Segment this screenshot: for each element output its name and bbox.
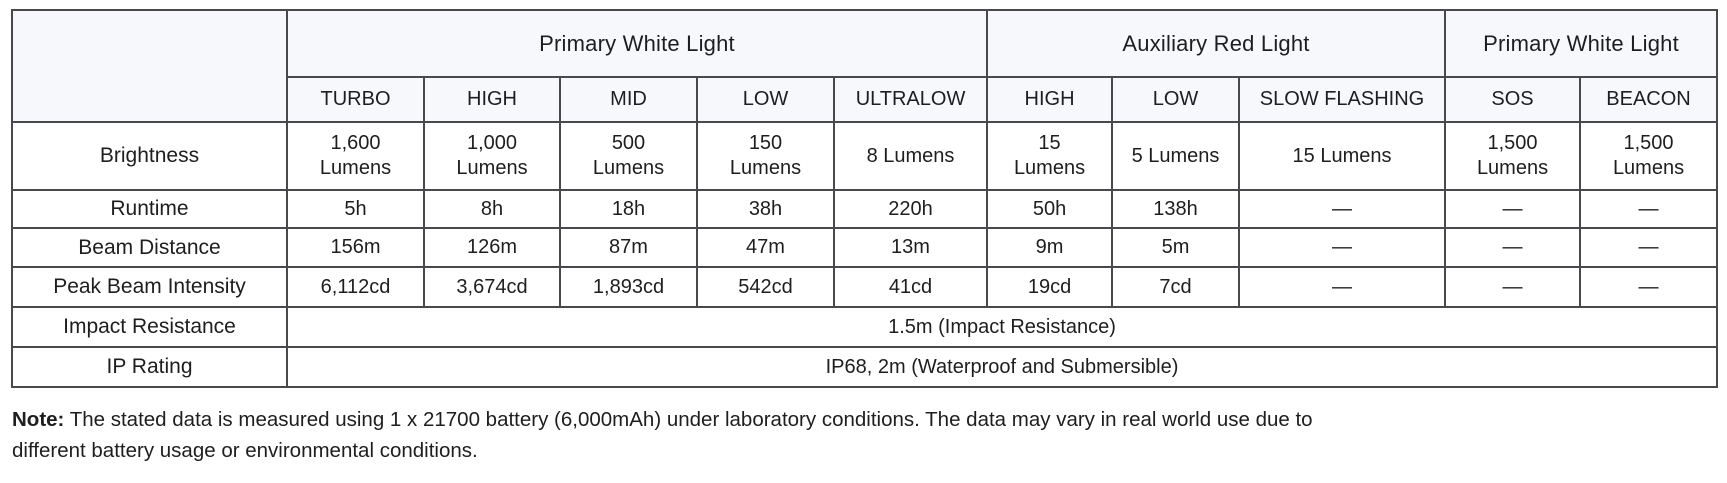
impact-resistance-row: Impact Resistance 1.5m (Impact Resistanc… [11,306,1719,348]
mode-header-ultralow: ULTRALOW [832,76,989,123]
spec-cell: — [1444,227,1582,268]
mode-header-low: LOW [696,76,835,123]
spec-cell: 87m [559,227,698,268]
spec-cell: 5h [286,189,425,229]
spec-cell: — [1444,189,1582,229]
corner-empty-cell [11,9,288,123]
impact-resistance-value: 1.5m (Impact Resistance) [285,306,1719,348]
spec-cell: — [1444,266,1582,308]
mode-header-beacon: BEACON [1579,76,1719,123]
spec-cell: 8h [423,189,561,229]
group-header-primary-white: Primary White Light [285,9,989,78]
ip-rating-row: IP Rating IP68, 2m (Waterproof and Subme… [11,346,1719,388]
spec-cell: 1,600 Lumens [286,121,425,191]
mode-header-row: TURBO HIGH MID LOW ULTRALOW HIGH LOW SLO… [12,76,1719,123]
row-label-ip-rating: IP Rating [11,346,288,388]
spec-cell: 500 Lumens [559,121,698,191]
spec-cell: 6,112cd [286,266,425,308]
spec-cell: — [1238,227,1447,268]
spec-cell: — [1238,266,1447,308]
ip-rating-value: IP68, 2m (Waterproof and Submersible) [285,346,1719,388]
spec-cell: 3,674cd [423,266,561,308]
spec-cell: — [1579,189,1719,229]
group-header-primary-white-2: Primary White Light [1444,9,1719,78]
spec-cell: 5m [1111,227,1241,268]
spec-cell: 9m [986,227,1114,268]
spec-cell: — [1238,189,1447,229]
spec-cell: 138h [1111,189,1241,229]
spec-cell: 19cd [986,266,1114,308]
spec-cell: 38h [696,189,835,229]
footnote-line1: The stated data is measured using 1 x 21… [64,408,1313,431]
spec-cell: 150 Lumens [696,121,835,191]
spec-cell: 1,000 Lumens [423,121,561,191]
spec-cell: 1,500 Lumens [1444,121,1582,191]
spec-cell: 126m [423,227,561,268]
row-label-peak-beam-intensity: Peak Beam Intensity [11,266,288,308]
row-label-beam-distance: Beam Distance [11,227,288,268]
row-label-impact-resistance: Impact Resistance [11,306,288,348]
spec-cell: 1,893cd [559,266,698,308]
mode-header-red-low: LOW [1111,76,1241,123]
footnote-line2: different battery usage or environmental… [12,439,478,462]
spec-cell: 7cd [1111,266,1241,308]
group-header-row: Primary White Light Auxiliary Red Light … [11,9,1719,123]
spec-cell: 542cd [696,266,835,308]
flashlight-spec-table: Primary White Light Auxiliary Red Light … [11,9,1719,388]
spec-cell: 5 Lumens [1111,121,1241,191]
spec-cell: 50h [986,189,1114,229]
peak-beam-intensity-row: Peak Beam Intensity 6,112cd 3,674cd 1,89… [11,266,1719,308]
row-label-brightness: Brightness [11,121,288,191]
footnote: Note: The stated data is measured using … [12,404,1672,466]
spec-cell: 18h [559,189,698,229]
mode-header-red-high: HIGH [986,76,1114,123]
mode-header-sos: SOS [1444,76,1582,123]
spec-table-container: Primary White Light Auxiliary Red Light … [11,9,1719,388]
spec-cell: — [1579,266,1719,308]
brightness-row: Brightness 1,600 Lumens 1,000 Lumens 500… [11,121,1719,191]
group-header-auxiliary-red: Auxiliary Red Light [986,9,1447,78]
spec-cell: 47m [696,227,835,268]
spec-cell: 15 Lumens [1238,121,1447,191]
spec-cell: 41cd [832,266,989,308]
beam-distance-row: Beam Distance 156m 126m 87m 47m 13m 9m 5… [11,227,1719,268]
spec-cell: 156m [286,227,425,268]
mode-header-mid: MID [559,76,698,123]
spec-cell: — [1579,227,1719,268]
spec-cell: 15 Lumens [986,121,1114,191]
mode-header-turbo: TURBO [286,76,425,123]
mode-header-slow-flashing: SLOW FLASHING [1238,76,1447,123]
mode-header-high: HIGH [423,76,561,123]
runtime-row: Runtime 5h 8h 18h 38h 220h 50h 138h — — … [11,189,1719,229]
spec-cell: 8 Lumens [832,121,989,191]
footnote-label: Note: [12,408,65,431]
spec-cell: 220h [832,189,989,229]
spec-cell: 13m [832,227,989,268]
row-label-runtime: Runtime [11,189,288,229]
spec-cell: 1,500 Lumens [1579,121,1719,191]
